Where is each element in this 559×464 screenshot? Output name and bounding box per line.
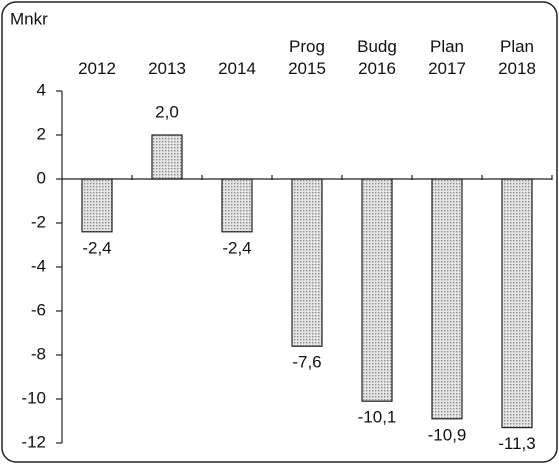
y-tick-label: 0 [37,168,46,187]
bar [501,178,533,429]
value-label: -2,4 [82,238,111,257]
value-label: -10,1 [358,408,397,427]
x-tick-label: Prog 2015 [288,37,326,78]
y-tick-label: -8 [31,344,46,363]
bar [151,134,183,180]
y-tick-label: -12 [21,432,46,451]
value-label: -2,4 [222,238,251,257]
y-tick-label: -10 [21,388,46,407]
bar [431,178,463,420]
x-tick-label: Budg 2016 [357,37,397,78]
y-tick-label: 4 [37,80,46,99]
y-tick-label: -4 [31,256,46,275]
x-tick-label: 2014 [218,59,256,78]
bar [221,178,253,233]
value-label: -7,6 [292,353,321,372]
x-tick-label: Plan 2018 [498,37,536,78]
y-tick-label: 2 [37,124,46,143]
x-tick-label: 2012 [78,59,116,78]
y-tick-label: -2 [31,212,46,231]
bar [361,178,393,402]
bar [81,178,113,233]
value-label: -11,3 [498,434,536,453]
value-label: -10,9 [428,425,467,444]
x-tick-label: 2013 [148,59,186,78]
x-tick-label: Plan 2017 [428,37,466,78]
y-tick-label: -6 [31,300,46,319]
y-axis-label: Mnkr [10,9,48,28]
bar [291,178,323,347]
value-label: 2,0 [155,102,179,121]
